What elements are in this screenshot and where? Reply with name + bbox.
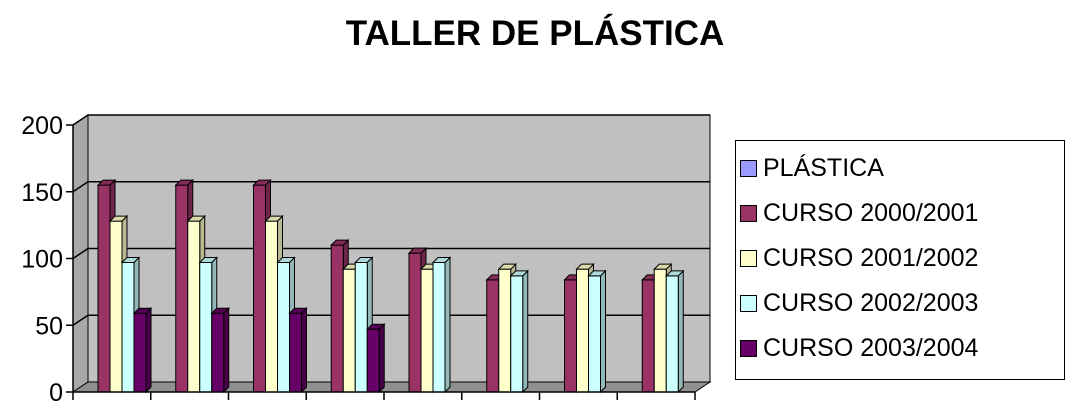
bar	[587, 269, 607, 394]
legend-swatch	[740, 339, 757, 357]
gridline	[72, 181, 710, 193]
bar	[366, 323, 386, 394]
legend-item: PLÁSTICA	[740, 151, 884, 185]
bar	[132, 307, 153, 394]
bar	[431, 256, 452, 394]
gridline	[72, 114, 710, 126]
legend-swatch	[740, 249, 757, 267]
legend-label: PLÁSTICA	[763, 153, 884, 182]
legend: PLÁSTICA CURSO 2000/2001 CURSO 2001/2002 CU…	[735, 140, 1065, 380]
legend-swatch	[740, 294, 757, 312]
bar	[288, 307, 308, 394]
floor	[71, 381, 712, 393]
legend-swatch	[740, 159, 757, 177]
legend-label: CURSO 2001/2002	[763, 243, 979, 272]
chart-title: TALLER DE PLÁSTICA	[345, 14, 725, 53]
bar-chart: 0 50 100 150 200	[21, 112, 712, 405]
bar	[210, 307, 230, 394]
plot-area	[71, 114, 712, 393]
bar	[509, 269, 529, 394]
legend-label: CURSO 2002/2003	[763, 288, 979, 317]
y-tick-label: 150	[21, 179, 63, 207]
y-tick-label: 100	[21, 246, 63, 274]
gridline	[72, 247, 710, 260]
bars	[96, 178, 685, 394]
legend-label: CURSO 2000/2001	[763, 198, 979, 227]
bar	[665, 269, 685, 394]
legend-item: CURSO 2001/2002	[740, 241, 978, 275]
bar	[354, 256, 374, 394]
y-tick-label: 0	[49, 379, 63, 405]
y-tick-label: 200	[21, 112, 63, 140]
legend-item: CURSO 2002/2003	[740, 286, 978, 320]
legend-item: CURSO 2003/2004	[740, 331, 978, 365]
axes: 0 50 100 150 200	[21, 112, 696, 405]
y-tick-label: 50	[35, 312, 63, 340]
legend-item: CURSO 2000/2001	[740, 196, 978, 230]
legend-swatch	[740, 204, 757, 222]
legend-label: CURSO 2003/2004	[763, 333, 979, 362]
